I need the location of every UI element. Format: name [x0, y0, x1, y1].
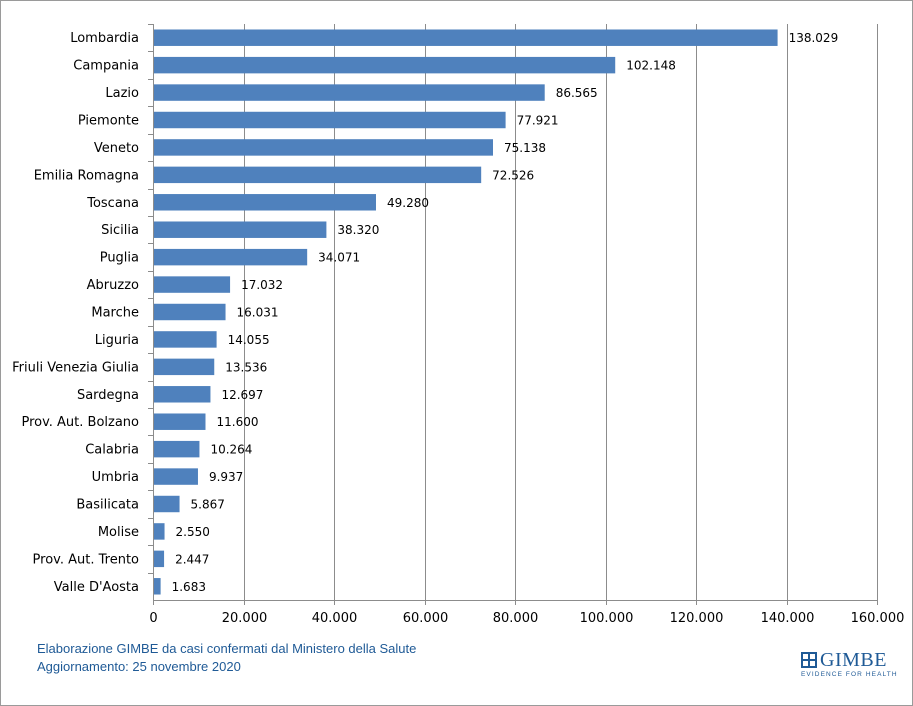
x-tick-label: 140.000 — [761, 611, 815, 626]
category-label: Molise — [98, 525, 139, 540]
category-label: Veneto — [94, 141, 139, 156]
category-label: Friuli Venezia Giulia — [12, 360, 139, 375]
data-label: 1.683 — [172, 580, 206, 594]
x-tick-label: 100.000 — [580, 611, 634, 626]
bar — [153, 386, 211, 403]
data-label: 9.937 — [209, 470, 243, 484]
x-tick-label: 120.000 — [670, 611, 724, 626]
logo-tagline: EVIDENCE FOR HEALTH — [801, 671, 898, 678]
category-label: Sicilia — [101, 223, 139, 238]
x-tick-label: 160.000 — [851, 611, 905, 626]
category-label: Emilia Romagna — [34, 168, 139, 183]
data-label: 49.280 — [387, 196, 429, 210]
data-label: 11.600 — [216, 415, 258, 429]
bar — [153, 139, 493, 156]
data-label: 2.550 — [176, 525, 210, 539]
bar — [153, 56, 616, 74]
data-label: 86.565 — [556, 86, 598, 100]
category-label: Puglia — [100, 251, 139, 266]
bar — [153, 358, 215, 376]
bar — [153, 111, 506, 129]
data-label: 10.264 — [210, 443, 252, 457]
data-label: 5.867 — [191, 498, 225, 512]
bar — [153, 84, 545, 101]
data-label: 72.526 — [492, 168, 534, 182]
category-label: Lazio — [105, 86, 139, 101]
x-tick-label: 0 — [149, 611, 157, 626]
bar — [153, 331, 217, 348]
category-label: Prov. Aut. Trento — [33, 552, 139, 567]
data-label: 38.320 — [337, 223, 379, 237]
data-label: 138.029 — [789, 31, 839, 45]
gimbe-logo-mark-icon — [801, 652, 817, 668]
category-label: Toscana — [86, 196, 139, 211]
bar — [153, 194, 376, 211]
x-tick-label: 20.000 — [222, 611, 268, 626]
category-label: Valle D'Aosta — [54, 580, 139, 595]
bar — [153, 248, 308, 266]
category-label: Sardegna — [77, 388, 139, 403]
bar — [153, 523, 165, 540]
data-label: 102.148 — [626, 59, 676, 73]
bar — [153, 221, 327, 238]
data-label: 2.447 — [175, 552, 209, 566]
category-label: Marche — [91, 306, 139, 321]
footer-source: Elaborazione GIMBE da casi confermati da… — [37, 641, 417, 656]
bar — [153, 276, 231, 293]
data-label: 17.032 — [241, 278, 283, 292]
category-label: Campania — [73, 59, 139, 74]
data-label: 13.536 — [225, 360, 267, 374]
data-label: 34.071 — [318, 251, 360, 265]
category-label: Piemonte — [78, 114, 139, 129]
x-tick-label: 40.000 — [312, 611, 358, 626]
bar — [153, 578, 161, 595]
bar — [153, 495, 180, 513]
bar — [153, 166, 482, 184]
category-label: Basilicata — [76, 498, 139, 513]
category-label: Prov. Aut. Bolzano — [21, 415, 139, 430]
category-label: Calabria — [85, 443, 139, 458]
bar — [153, 29, 778, 46]
bar — [153, 413, 206, 430]
gimbe-logo: GIMBE EVIDENCE FOR HEALTH — [801, 649, 897, 681]
x-tick-label: 80.000 — [493, 611, 539, 626]
footer-note: Elaborazione GIMBE da casi confermati da… — [37, 640, 416, 676]
bar — [153, 468, 198, 485]
data-label: 14.055 — [228, 333, 270, 347]
category-label: Umbria — [92, 470, 139, 485]
data-label: 12.697 — [221, 388, 263, 402]
footer-update: Aggiornamento: 25 novembre 2020 — [37, 659, 241, 674]
logo-name: GIMBE — [820, 649, 887, 671]
bar — [153, 303, 226, 321]
category-label: Abruzzo — [87, 278, 139, 293]
data-label: 16.031 — [237, 306, 279, 320]
data-label: 77.921 — [517, 114, 559, 128]
category-label: Liguria — [95, 333, 139, 348]
data-label: 75.138 — [504, 141, 546, 155]
bar — [153, 440, 200, 458]
x-tick-label: 60.000 — [403, 611, 449, 626]
category-label: Lombardia — [70, 31, 139, 46]
bar — [153, 550, 165, 568]
